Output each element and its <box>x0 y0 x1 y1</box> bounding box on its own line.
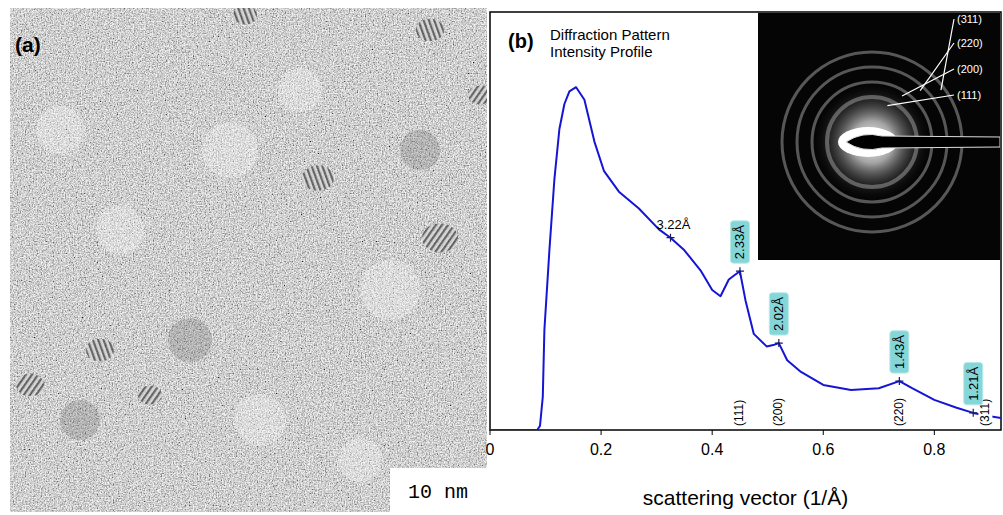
inset <box>758 13 1000 260</box>
lattice-fringes <box>86 339 114 361</box>
ring-pointer <box>902 69 954 96</box>
ring-label: (111) <box>957 89 981 101</box>
scale-bar-label: 10 nm <box>408 481 468 504</box>
x-tick-label: 0.4 <box>701 441 723 458</box>
peak-label-group: 2.02Å <box>769 293 788 335</box>
panel-label: (a) <box>15 33 41 56</box>
x-tick-label: 0 <box>486 441 495 458</box>
ring-label: (220) <box>957 37 983 49</box>
label-patch <box>732 399 746 427</box>
particle <box>360 260 420 320</box>
peak-marker <box>969 409 977 417</box>
x-tick-label: 0.6 <box>812 441 834 458</box>
label-patch <box>771 397 785 427</box>
lattice-fringes <box>233 8 257 25</box>
peak-label-box <box>964 363 983 405</box>
x-tick <box>490 430 491 435</box>
lattice-fringes <box>422 224 458 253</box>
peak-label: 2.02Å <box>771 297 786 331</box>
plot-frame <box>490 12 1001 430</box>
peak-label-group: 2.33Å <box>730 221 749 263</box>
particle <box>338 438 382 482</box>
peak-label-box <box>890 331 909 373</box>
reflection-label-group: (200) <box>771 397 785 427</box>
particle <box>96 206 144 254</box>
peak-label-box <box>769 293 788 335</box>
title-line: Intensity Profile <box>550 43 653 60</box>
label-patch <box>892 397 906 427</box>
reflection-label: (200) <box>771 398 785 426</box>
tem-panel <box>10 8 487 512</box>
particle <box>400 130 440 170</box>
peak-marker <box>895 377 903 385</box>
scale-bar-box <box>390 468 487 512</box>
inset-ground <box>758 13 1000 260</box>
peak-label-box <box>730 221 749 263</box>
panel-label: (b) <box>508 30 534 52</box>
x-tick <box>712 430 713 435</box>
reflection-label: (111) <box>732 400 746 426</box>
ring-label: (311) <box>957 13 982 25</box>
particle <box>60 400 100 440</box>
ring-pointer <box>887 95 954 106</box>
peak-label: 1.43Å <box>892 335 907 369</box>
x-tick <box>934 430 935 435</box>
particle <box>202 122 258 178</box>
beam-stopper <box>846 134 1000 149</box>
x-tick <box>823 430 824 435</box>
particle <box>234 394 286 446</box>
tem-texture <box>10 8 487 512</box>
x-axis-title: scattering vector (1/Å) <box>643 486 848 509</box>
reflection-label-group: (220) <box>892 397 906 427</box>
peak-marker <box>667 234 675 242</box>
title-line: Diffraction Pattern <box>550 26 670 43</box>
reflection-label-group: (111) <box>732 399 746 427</box>
particle <box>36 106 84 154</box>
lattice-fringes <box>468 85 487 104</box>
tem-ground <box>10 8 487 512</box>
particle <box>168 318 212 362</box>
reflection-label: (220) <box>892 398 906 426</box>
lattice-fringes <box>416 19 444 41</box>
ring-label: (200) <box>957 63 983 75</box>
peak-label: 2.33Å <box>732 225 747 259</box>
peak-label-group: 1.21Å <box>964 363 983 405</box>
x-tick-label: 0.2 <box>590 441 612 458</box>
lattice-fringes <box>16 374 44 396</box>
ring-pointer <box>941 19 954 90</box>
x-tick <box>601 430 602 435</box>
lattice-fringes <box>138 385 162 404</box>
particle <box>278 68 322 112</box>
lattice-fringes <box>302 165 334 191</box>
annotation: 3.22Å <box>657 217 691 232</box>
figure: (a) 10 nm 0 0.2 0.4 0.6 0.8 scattering vector (… <box>0 0 1003 515</box>
peak-marker <box>736 267 744 275</box>
peak-label-group: 1.43Å <box>890 331 909 373</box>
peak-marker <box>775 339 783 347</box>
peak-label: 1.21Å <box>966 367 981 401</box>
chart-title: Diffraction PatternIntensity Profile <box>550 26 670 60</box>
x-tick-label: 0.8 <box>923 441 945 458</box>
